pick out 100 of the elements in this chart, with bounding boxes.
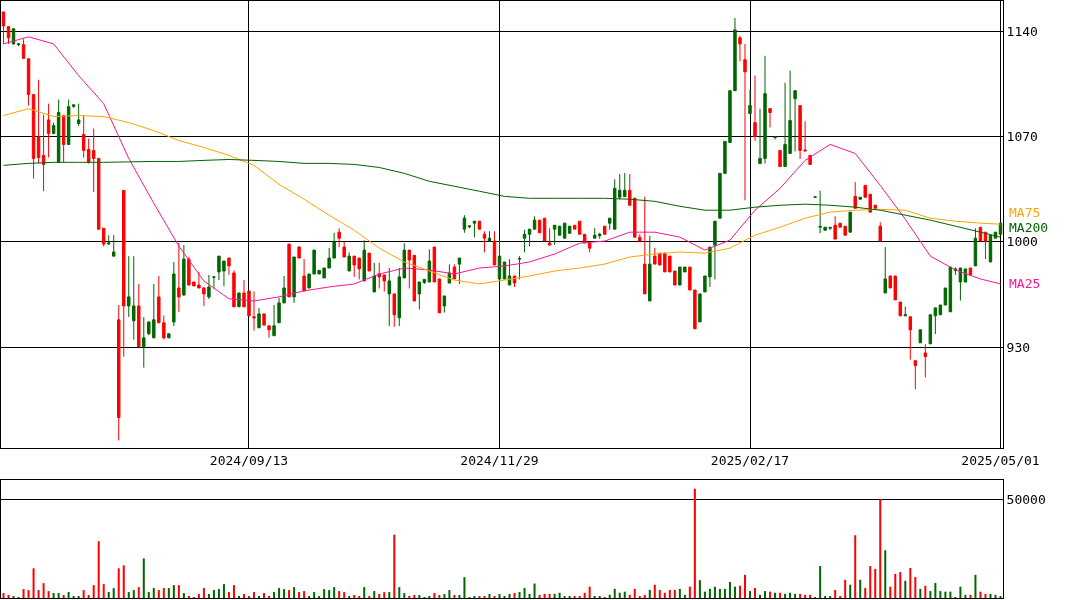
bar bbox=[353, 595, 356, 598]
candlestick bbox=[898, 301, 903, 317]
candlestick bbox=[137, 283, 141, 348]
candlestick bbox=[482, 230, 487, 253]
bar bbox=[723, 588, 726, 598]
bar bbox=[874, 568, 877, 598]
candlestick bbox=[367, 252, 371, 272]
bar bbox=[964, 594, 967, 598]
bar bbox=[854, 535, 857, 598]
candlestick bbox=[768, 108, 772, 128]
bar bbox=[107, 592, 110, 598]
bar bbox=[738, 585, 741, 598]
bar bbox=[558, 592, 561, 598]
bar bbox=[623, 591, 626, 598]
x-tick-label: 2025/02/17 bbox=[710, 452, 790, 468]
bar bbox=[142, 558, 145, 598]
candlestick bbox=[532, 215, 537, 230]
bar bbox=[152, 588, 155, 598]
bar bbox=[849, 584, 852, 598]
bar bbox=[618, 592, 621, 598]
candlestick bbox=[983, 231, 988, 260]
bar bbox=[112, 588, 115, 598]
bar bbox=[167, 588, 170, 598]
bar bbox=[959, 586, 962, 598]
series-label: MA25 bbox=[1009, 276, 1041, 291]
candlestick bbox=[958, 267, 963, 302]
bar bbox=[518, 592, 521, 598]
bar bbox=[844, 579, 847, 598]
candlestick bbox=[172, 261, 176, 327]
candlestick bbox=[387, 267, 391, 327]
bar bbox=[969, 594, 972, 598]
bar bbox=[869, 566, 872, 598]
y-tick-label: 1140 bbox=[1006, 23, 1038, 39]
x-tick-label: 2024/11/29 bbox=[460, 452, 539, 468]
candlestick bbox=[227, 257, 231, 276]
bar bbox=[779, 592, 782, 598]
bar bbox=[508, 594, 511, 598]
bar bbox=[202, 588, 205, 598]
bar bbox=[819, 566, 822, 598]
candlestick bbox=[883, 246, 887, 294]
bar bbox=[914, 577, 917, 598]
bar bbox=[157, 590, 160, 598]
candlestick bbox=[547, 227, 552, 246]
bar bbox=[67, 592, 70, 598]
y-tick-label: 50000 bbox=[1006, 491, 1046, 507]
candlestick bbox=[853, 181, 857, 209]
bar bbox=[909, 567, 912, 598]
bar bbox=[443, 594, 446, 598]
bar bbox=[32, 568, 35, 598]
candlestick bbox=[41, 114, 46, 192]
candlestick bbox=[207, 274, 211, 300]
candlestick bbox=[512, 275, 517, 288]
candlestick bbox=[522, 229, 527, 253]
candlestick bbox=[848, 211, 852, 233]
bar bbox=[37, 590, 40, 598]
candlestick bbox=[527, 228, 532, 247]
bar bbox=[242, 594, 245, 598]
bar bbox=[693, 488, 696, 598]
bar bbox=[984, 593, 987, 598]
bar bbox=[217, 589, 220, 598]
candlestick bbox=[76, 103, 81, 127]
candlestick bbox=[778, 149, 782, 168]
line-series bbox=[3, 36, 1001, 302]
bar bbox=[373, 591, 376, 598]
candlestick bbox=[232, 269, 236, 308]
bar bbox=[288, 590, 291, 598]
candlestick bbox=[61, 114, 66, 163]
bar bbox=[212, 590, 215, 598]
candlestick bbox=[908, 316, 913, 361]
bar bbox=[378, 594, 381, 598]
bar bbox=[62, 595, 65, 598]
y-tick-label: 1000 bbox=[1006, 234, 1038, 250]
candlestick bbox=[713, 220, 717, 280]
bar bbox=[127, 592, 130, 598]
candlestick bbox=[122, 189, 126, 358]
series-label: MA75 bbox=[1009, 205, 1041, 220]
bar bbox=[398, 587, 401, 598]
bar bbox=[273, 592, 276, 598]
bar bbox=[177, 585, 180, 598]
candlestick bbox=[167, 333, 171, 339]
bar bbox=[688, 586, 691, 598]
bar bbox=[583, 592, 586, 598]
bar bbox=[934, 582, 937, 598]
bar bbox=[207, 594, 210, 598]
bar bbox=[52, 593, 55, 598]
bar bbox=[388, 592, 391, 598]
bar bbox=[683, 594, 686, 598]
candlestick bbox=[602, 225, 607, 235]
bar bbox=[859, 579, 862, 598]
bar bbox=[769, 591, 772, 598]
bar bbox=[132, 590, 135, 598]
candlestick bbox=[51, 122, 56, 134]
candlestick bbox=[337, 227, 341, 248]
bar bbox=[222, 584, 225, 598]
candlestick bbox=[507, 258, 512, 286]
bar bbox=[227, 592, 230, 598]
bar bbox=[994, 594, 997, 598]
bar bbox=[47, 591, 50, 598]
candlestick bbox=[212, 275, 216, 289]
candlestick bbox=[16, 42, 21, 47]
